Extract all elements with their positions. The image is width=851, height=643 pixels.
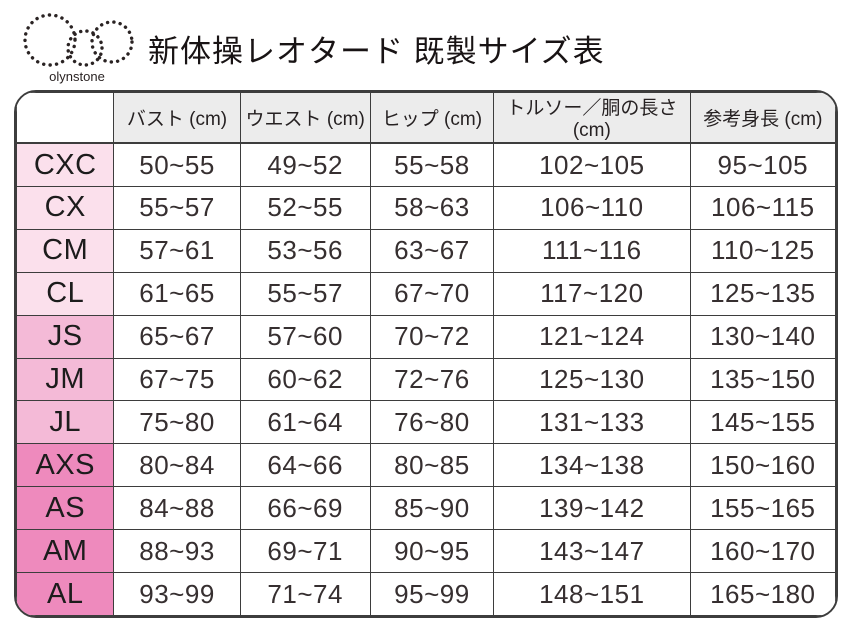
cell-cm-bust: 57~61 <box>113 228 241 273</box>
size-label-cm: CM <box>16 228 115 273</box>
size-label-cx: CX <box>16 186 115 230</box>
col-header-waist: ウエスト (cm) <box>239 92 371 144</box>
cell-js-hip: 70~72 <box>369 314 495 359</box>
cell-al-hip: 95~99 <box>369 572 495 616</box>
cell-as-bust: 84~88 <box>113 486 241 531</box>
cell-js-bust: 65~67 <box>113 314 241 359</box>
table-row-js: JS 65~67 57~60 70~72 121~124 130~140 <box>16 314 836 359</box>
cell-cm-torso: 111~116 <box>493 228 691 273</box>
size-label-js: JS <box>16 314 115 359</box>
cell-cm-waist: 53~56 <box>239 228 371 273</box>
size-label-cl: CL <box>16 271 115 316</box>
brand-logo: olynstone <box>23 13 134 84</box>
table-row-axs: AXS 80~84 64~66 80~85 134~138 150~160 <box>16 443 836 488</box>
cell-axs-bust: 80~84 <box>113 443 241 488</box>
cell-jl-waist: 61~64 <box>239 400 371 445</box>
table-row-jl: JL 75~80 61~64 76~80 131~133 145~155 <box>16 400 836 445</box>
size-label-as: AS <box>16 486 115 531</box>
cell-cm-hip: 63~67 <box>369 228 495 273</box>
cell-am-bust: 88~93 <box>113 529 241 574</box>
cell-js-height: 130~140 <box>689 314 836 359</box>
cell-cx-hip: 58~63 <box>369 186 495 230</box>
col-header-hip: ヒップ (cm) <box>369 92 495 144</box>
cell-cxc-hip: 55~58 <box>369 142 495 188</box>
cell-am-torso: 143~147 <box>493 529 691 574</box>
size-label-am: AM <box>16 529 115 574</box>
cell-jm-height: 135~150 <box>689 357 836 402</box>
table-row-cm: CM 57~61 53~56 63~67 111~116 110~125 <box>16 228 836 273</box>
cell-cx-bust: 55~57 <box>113 186 241 230</box>
size-label-al: AL <box>16 572 115 616</box>
cell-am-waist: 69~71 <box>239 529 371 574</box>
cell-as-hip: 85~90 <box>369 486 495 531</box>
size-label-axs: AXS <box>16 443 115 488</box>
cell-jm-waist: 60~62 <box>239 357 371 402</box>
cell-cl-torso: 117~120 <box>493 271 691 316</box>
cell-cl-height: 125~135 <box>689 271 836 316</box>
cell-axs-height: 150~160 <box>689 443 836 488</box>
table-row-al: AL 93~99 71~74 95~99 148~151 165~180 <box>16 572 836 616</box>
cell-jm-hip: 72~76 <box>369 357 495 402</box>
cell-jl-torso: 131~133 <box>493 400 691 445</box>
cell-axs-hip: 80~85 <box>369 443 495 488</box>
cell-cm-height: 110~125 <box>689 228 836 273</box>
cell-al-torso: 148~151 <box>493 572 691 616</box>
table-row-am: AM 88~93 69~71 90~95 143~147 160~170 <box>16 529 836 574</box>
table-row-cxc: CXC 50~55 49~52 55~58 102~105 95~105 <box>16 142 836 188</box>
cell-js-waist: 57~60 <box>239 314 371 359</box>
cell-cxc-height: 95~105 <box>689 142 836 188</box>
cell-axs-waist: 64~66 <box>239 443 371 488</box>
cell-cx-torso: 106~110 <box>493 186 691 230</box>
size-label-cxc: CXC <box>16 142 115 188</box>
cell-jl-bust: 75~80 <box>113 400 241 445</box>
col-header-height: 参考身長 (cm) <box>689 92 836 144</box>
cell-as-height: 155~165 <box>689 486 836 531</box>
cell-cxc-waist: 49~52 <box>239 142 371 188</box>
header-row: バスト (cm) ウエスト (cm) ヒップ (cm) トルソー／胴の長さ (c… <box>16 92 836 144</box>
cell-al-height: 165~180 <box>689 572 836 616</box>
dotted-circles-icon <box>23 13 134 67</box>
table-row-cl: CL 61~65 55~57 67~70 117~120 125~135 <box>16 271 836 316</box>
cell-cl-waist: 55~57 <box>239 271 371 316</box>
cell-jm-bust: 67~75 <box>113 357 241 402</box>
cell-cxc-bust: 50~55 <box>113 142 241 188</box>
cell-jm-torso: 125~130 <box>493 357 691 402</box>
col-header-bust: バスト (cm) <box>113 92 241 144</box>
col-header-torso: トルソー／胴の長さ (cm) <box>493 92 691 144</box>
cell-js-torso: 121~124 <box>493 314 691 359</box>
cell-jl-height: 145~155 <box>689 400 836 445</box>
table-row-as: AS 84~88 66~69 85~90 139~142 155~165 <box>16 486 836 531</box>
cell-as-torso: 139~142 <box>493 486 691 531</box>
cell-cl-bust: 61~65 <box>113 271 241 316</box>
cell-cx-waist: 52~55 <box>239 186 371 230</box>
table-row-cx: CX 55~57 52~55 58~63 106~110 106~115 <box>16 186 836 230</box>
size-table: バスト (cm) ウエスト (cm) ヒップ (cm) トルソー／胴の長さ (c… <box>16 92 836 616</box>
cell-cx-height: 106~115 <box>689 186 836 230</box>
size-table-container: バスト (cm) ウエスト (cm) ヒップ (cm) トルソー／胴の長さ (c… <box>14 90 838 618</box>
page-title: 新体操レオタード 既製サイズ表 <box>148 34 605 69</box>
cell-am-hip: 90~95 <box>369 529 495 574</box>
size-label-jm: JM <box>16 357 115 402</box>
cell-cl-hip: 67~70 <box>369 271 495 316</box>
cell-axs-torso: 134~138 <box>493 443 691 488</box>
cell-al-waist: 71~74 <box>239 572 371 616</box>
cell-jl-hip: 76~80 <box>369 400 495 445</box>
table-row-jm: JM 67~75 60~62 72~76 125~130 135~150 <box>16 357 836 402</box>
size-label-jl: JL <box>16 400 115 445</box>
cell-al-bust: 93~99 <box>113 572 241 616</box>
cell-as-waist: 66~69 <box>239 486 371 531</box>
corner-cell <box>16 92 115 144</box>
cell-cxc-torso: 102~105 <box>493 142 691 188</box>
cell-am-height: 160~170 <box>689 529 836 574</box>
brand-logo-text: olynstone <box>49 69 105 84</box>
